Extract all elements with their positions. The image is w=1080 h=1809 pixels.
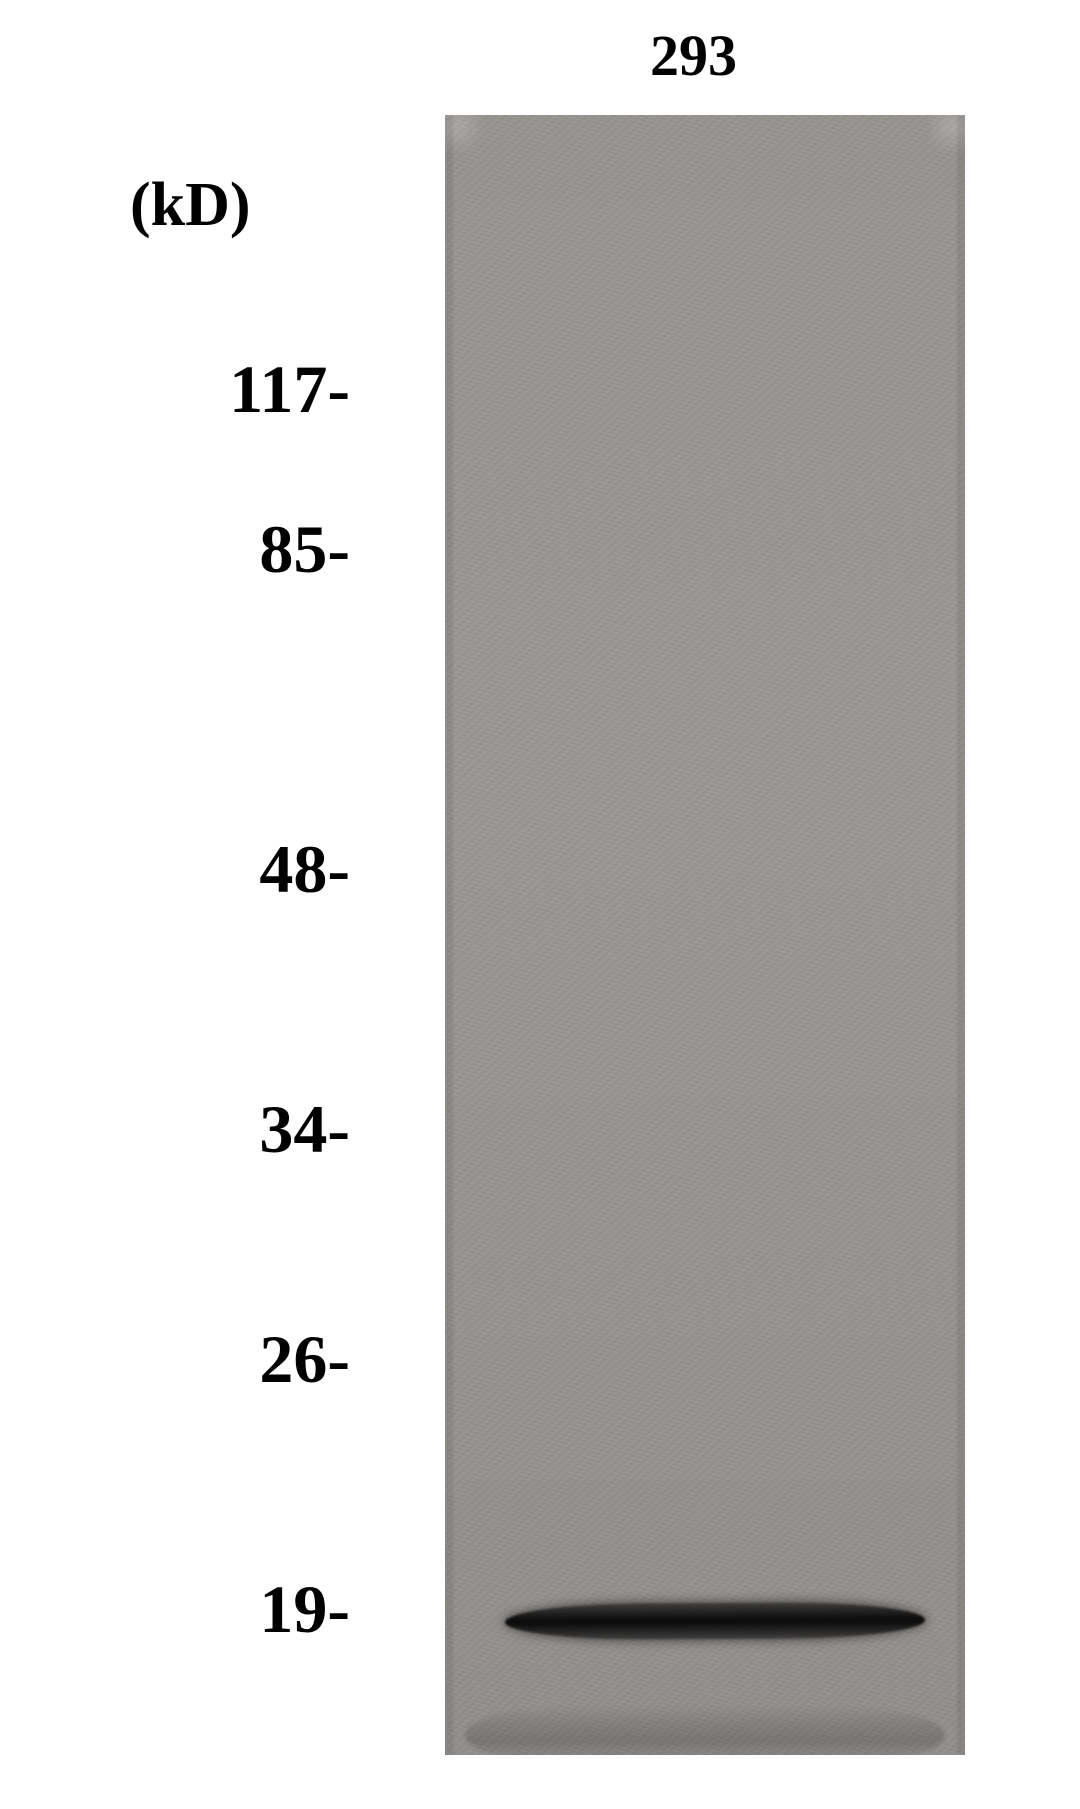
main-band [505, 1602, 925, 1640]
lane-corner-highlight-tl [445, 115, 485, 155]
marker-label: 85- [50, 510, 350, 589]
marker-label: 48- [50, 830, 350, 909]
lane-header-label: 293 [650, 22, 737, 89]
marker-label: 117- [50, 350, 350, 429]
kd-unit-label: (kD) [130, 170, 251, 241]
dye-front-haze [465, 1705, 945, 1755]
marker-label: 26- [50, 1320, 350, 1399]
lane-corner-highlight-tr [925, 115, 965, 155]
marker-label: 19- [50, 1570, 350, 1649]
western-blot-figure: 293 (kD) 117- 85- 48- 34- 26- 19- [0, 0, 1080, 1809]
lane-strip [445, 115, 965, 1755]
lane-edge-left [445, 115, 453, 1755]
marker-label: 34- [50, 1090, 350, 1169]
lane-edge-right [957, 115, 965, 1755]
lane-vertical-gradient [445, 115, 965, 1755]
